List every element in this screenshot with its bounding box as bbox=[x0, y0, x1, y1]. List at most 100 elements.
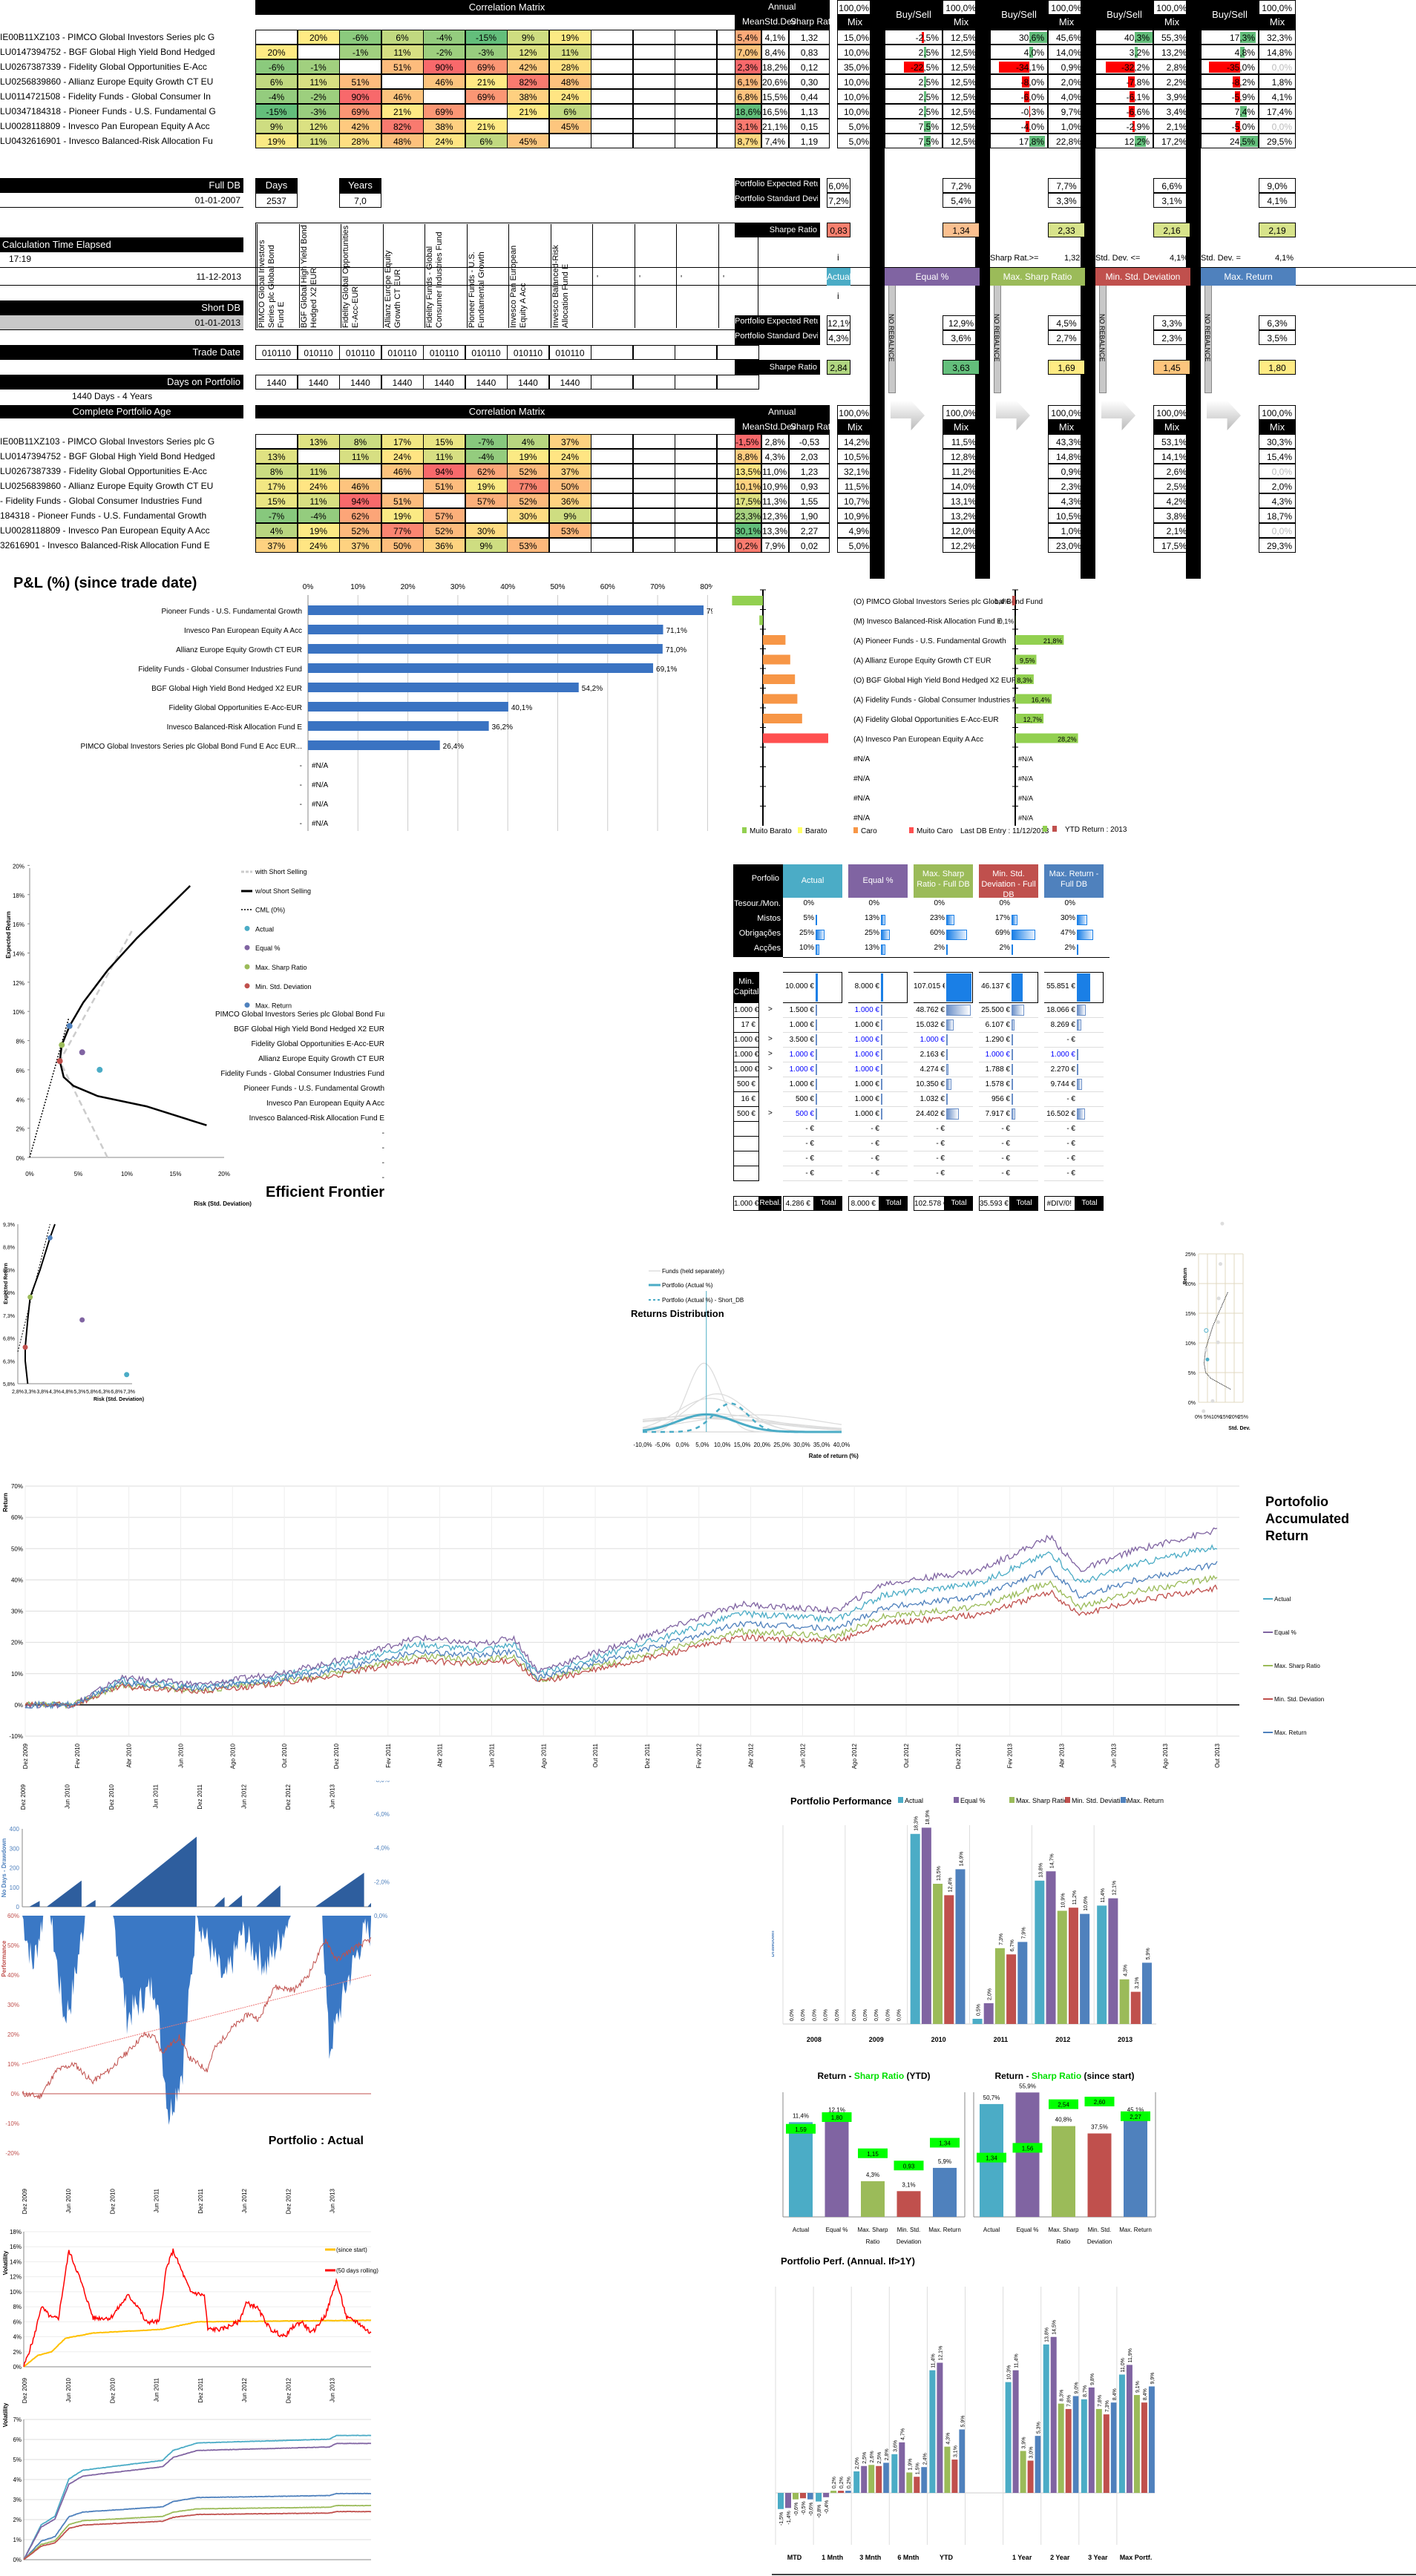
amount-cell[interactable]: 6.107 € bbox=[979, 1018, 1038, 1033]
amount-cell[interactable]: - € bbox=[848, 1122, 908, 1137]
amount-cell[interactable]: - € bbox=[1044, 1033, 1104, 1048]
trade-date-cell[interactable] bbox=[675, 345, 717, 360]
trade-date-cell[interactable] bbox=[591, 345, 633, 360]
amount-cell[interactable]: - € bbox=[848, 1151, 908, 1166]
trade-date-cell[interactable]: 010110 bbox=[255, 345, 298, 360]
amount-cell[interactable]: - € bbox=[1044, 1122, 1104, 1137]
x-tick: Jun 2010 bbox=[177, 1743, 184, 1767]
amount-cell[interactable]: 1.500 € bbox=[783, 1003, 842, 1018]
amount-cell[interactable]: 1.578 € bbox=[979, 1077, 1038, 1092]
amount-cell[interactable]: - € bbox=[979, 1122, 1038, 1137]
amount-bar bbox=[881, 1064, 882, 1075]
amount-cell[interactable]: 1.000 € bbox=[848, 1003, 908, 1018]
amount-cell[interactable]: 2.270 € bbox=[1044, 1062, 1104, 1077]
correlation-cell: 46% bbox=[381, 464, 424, 479]
strategy-tab-1[interactable]: Equal % bbox=[885, 268, 980, 286]
amount-cell[interactable]: - € bbox=[783, 1122, 842, 1137]
amount-cell[interactable]: 1.000 € bbox=[848, 1033, 908, 1048]
x-tick: 3,3% bbox=[24, 1390, 36, 1395]
amount-cell[interactable]: 1.000 € bbox=[783, 1018, 842, 1033]
amount-cell[interactable]: - € bbox=[783, 1137, 842, 1151]
portfolio-point bbox=[96, 1066, 103, 1073]
amount-cell[interactable]: 4.274 € bbox=[914, 1062, 973, 1077]
amount-cell[interactable]: - € bbox=[848, 1166, 908, 1181]
fund-name-header-box bbox=[255, 223, 758, 330]
trade-date-cell[interactable]: 010110 bbox=[507, 345, 549, 360]
amount-cell[interactable]: - € bbox=[979, 1151, 1038, 1166]
strategy-tab-4[interactable]: Max. Return bbox=[1201, 268, 1296, 286]
allocation-column-header[interactable]: Max. Return - Full DB bbox=[1044, 864, 1104, 898]
amount-cell[interactable]: 500 € bbox=[783, 1107, 842, 1122]
amount-cell[interactable]: 1.000 € bbox=[979, 1048, 1038, 1062]
min-capital-cell: 17 € bbox=[733, 1018, 759, 1033]
trade-date-cell[interactable] bbox=[716, 345, 759, 360]
trade-date-cell[interactable]: 010110 bbox=[339, 345, 381, 360]
trade-date-cell[interactable]: 010110 bbox=[548, 345, 591, 360]
amount-cell[interactable]: - € bbox=[783, 1151, 842, 1166]
amount-cell[interactable]: 8.269 € bbox=[1044, 1018, 1104, 1033]
allocation-column-header[interactable]: Max. Sharp Ratio - Full DB bbox=[914, 864, 973, 898]
amount-cell[interactable]: 1.000 € bbox=[783, 1062, 842, 1077]
amount-cell[interactable]: 2.163 € bbox=[914, 1048, 973, 1062]
amount-cell[interactable]: - € bbox=[914, 1122, 973, 1137]
strategy-tab-2[interactable]: Max. Sharp Ratio bbox=[990, 268, 1085, 286]
mix-cell: 12,5% bbox=[943, 119, 980, 134]
correlation-cell bbox=[507, 523, 549, 538]
mix-cell: 53,1% bbox=[1153, 434, 1190, 449]
trade-date-cell[interactable]: 010110 bbox=[297, 345, 340, 360]
amount-cell[interactable]: 10.350 € bbox=[914, 1077, 973, 1092]
trade-date-cell[interactable]: 010110 bbox=[465, 345, 508, 360]
amount-cell[interactable]: - € bbox=[783, 1166, 842, 1181]
amount-cell[interactable]: - € bbox=[914, 1151, 973, 1166]
amount-cell[interactable]: 18.066 € bbox=[1044, 1003, 1104, 1018]
amount-cell[interactable]: 1.000 € bbox=[848, 1048, 908, 1062]
amount-cell[interactable]: 3.500 € bbox=[783, 1033, 842, 1048]
trade-date-cell[interactable] bbox=[632, 345, 675, 360]
amount-cell[interactable]: 500 € bbox=[783, 1092, 842, 1107]
category-label: 1 Year bbox=[1012, 2554, 1032, 2561]
amount-cell[interactable]: - € bbox=[979, 1137, 1038, 1151]
amount-cell[interactable]: - € bbox=[1044, 1166, 1104, 1181]
amount-cell[interactable]: 9.744 € bbox=[1044, 1077, 1104, 1092]
amount-cell[interactable]: 1.000 € bbox=[1044, 1048, 1104, 1062]
amount-cell[interactable]: 7.917 € bbox=[979, 1107, 1038, 1122]
full-db-date[interactable]: 01-01-2007 bbox=[0, 193, 243, 208]
std-dev-value: 7,2% bbox=[827, 193, 850, 208]
amount-cell[interactable]: - € bbox=[979, 1166, 1038, 1181]
amount-cell[interactable]: - € bbox=[848, 1137, 908, 1151]
amount-cell[interactable]: 1.000 € bbox=[848, 1092, 908, 1107]
amount-cell[interactable]: 1.000 € bbox=[848, 1077, 908, 1092]
info-icon[interactable]: i bbox=[837, 252, 839, 263]
amount-cell[interactable]: 1.000 € bbox=[848, 1107, 908, 1122]
amount-cell[interactable]: 1.000 € bbox=[848, 1062, 908, 1077]
amount-cell[interactable]: 48.762 € bbox=[914, 1003, 973, 1018]
amount-cell[interactable]: 25.500 € bbox=[979, 1003, 1038, 1018]
amount-cell[interactable]: 1.000 € bbox=[783, 1077, 842, 1092]
amount-cell[interactable]: 24.402 € bbox=[914, 1107, 973, 1122]
amount-cell[interactable]: 1.032 € bbox=[914, 1092, 973, 1107]
info-icon[interactable]: i bbox=[837, 291, 839, 301]
short-db-date[interactable]: 01-01-2013 bbox=[0, 315, 243, 330]
allocation-column-header[interactable]: Min. Std. Deviation - Full DB bbox=[979, 864, 1038, 899]
trade-date-cell[interactable]: 010110 bbox=[423, 345, 465, 360]
amount-cell[interactable]: - € bbox=[1044, 1092, 1104, 1107]
amount-cell[interactable]: 1.000 € bbox=[783, 1048, 842, 1062]
amount-cell[interactable]: - € bbox=[1044, 1151, 1104, 1166]
rebal-amount[interactable]: 1.000 € bbox=[733, 1196, 759, 1211]
strategy-tab-3[interactable]: Min. Std. Deviation bbox=[1095, 268, 1190, 286]
amount-cell[interactable]: 1.788 € bbox=[979, 1062, 1038, 1077]
allocation-column-header[interactable]: Equal % bbox=[848, 864, 908, 898]
amount-cell[interactable]: 1.290 € bbox=[979, 1033, 1038, 1048]
amount-cell[interactable]: 1.000 € bbox=[914, 1033, 973, 1048]
amount-cell[interactable]: - € bbox=[1044, 1137, 1104, 1151]
correlation-cell: -1% bbox=[297, 59, 340, 74]
amount-cell[interactable]: - € bbox=[914, 1166, 973, 1181]
amount-cell[interactable]: - € bbox=[914, 1137, 973, 1151]
trade-date-cell[interactable]: 010110 bbox=[381, 345, 424, 360]
amount-cell[interactable]: 1.000 € bbox=[848, 1018, 908, 1033]
amount-cell[interactable]: 956 € bbox=[979, 1092, 1038, 1107]
amount-cell[interactable]: 15.032 € bbox=[914, 1018, 973, 1033]
allocation-column-header[interactable]: Actual bbox=[783, 864, 842, 898]
amount-cell[interactable]: 16.502 € bbox=[1044, 1107, 1104, 1122]
strategy-tab-0[interactable]: Actual bbox=[827, 268, 851, 286]
